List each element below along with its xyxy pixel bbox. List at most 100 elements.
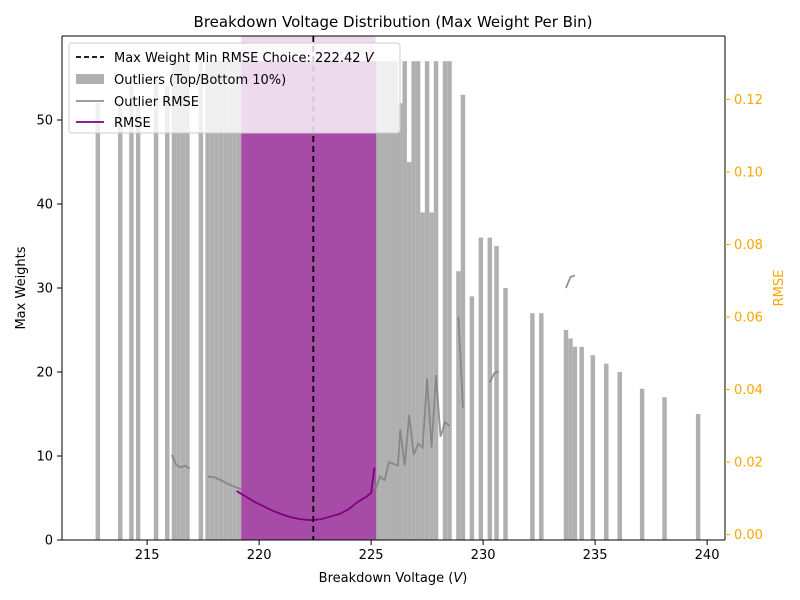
main-bar (339, 61, 345, 540)
outlier-bar (384, 61, 390, 540)
outlier-bar (227, 61, 233, 540)
main-bar (272, 61, 278, 540)
main-bar (303, 61, 309, 540)
outlier-bar (180, 61, 186, 540)
main-bar (371, 61, 377, 540)
main-bar (241, 61, 247, 540)
outlier-bar (402, 61, 407, 540)
outlier-rmse-line (457, 316, 464, 408)
main-bar (250, 61, 256, 540)
main-bar (335, 61, 341, 540)
outlier-bar (487, 237, 493, 540)
outlier-bar (153, 78, 159, 540)
outlier-bar (218, 61, 224, 540)
outlier-bar (494, 246, 499, 540)
main-bar (299, 61, 305, 540)
right-y-axis-label: RMSE (772, 270, 787, 307)
outlier-bar (214, 61, 219, 540)
y-tick-label: 40 (36, 198, 53, 213)
main-bar (281, 61, 287, 540)
outlier-bar (568, 338, 573, 540)
legend-outlier-bars-swatch (76, 74, 104, 84)
outlier-bar (389, 61, 394, 540)
outlier-bar (406, 162, 412, 540)
outlier-bar (563, 330, 569, 540)
legend: Max Weight Min RMSE Choice: 222.42 V Out… (68, 42, 401, 134)
main-bar (259, 61, 265, 540)
right-y-tick-label: 0.04 (734, 383, 763, 398)
right-y-tick-label: 0.06 (734, 311, 763, 326)
outlier-rmse-line (489, 370, 500, 383)
right-y-tick-label: 0.12 (734, 93, 763, 108)
right-y-tick-label: 0.10 (734, 165, 763, 180)
outlier-bar (375, 61, 381, 540)
x-tick-label: 240 (695, 548, 720, 563)
x-tick-label: 215 (135, 548, 160, 563)
y-tick-label: 10 (36, 450, 53, 465)
outlier-bar (503, 288, 508, 540)
outlier-bar (424, 61, 430, 540)
outlier-bar (447, 61, 452, 540)
legend-outlier-bars-label: Outliers (Top/Bottom 10%) (114, 73, 286, 88)
main-bar (366, 61, 372, 540)
outlier-bar (135, 103, 141, 540)
y-tick-label: 0 (45, 534, 53, 549)
outlier-bar (209, 61, 215, 540)
main-bar (312, 61, 318, 540)
main-bar (362, 61, 368, 540)
legend-rmse-label: RMSE (114, 116, 151, 131)
x-tick-label: 220 (247, 548, 272, 563)
main-bar (263, 61, 269, 540)
y-tick-label: 20 (36, 366, 53, 381)
right-y-tick-label: 0.00 (734, 528, 763, 543)
main-bar (277, 61, 283, 540)
outlier-rmse-line (207, 475, 242, 491)
outlier-bar (456, 271, 461, 540)
main-bar (285, 61, 292, 540)
x-axis-label: Breakdown Voltage (V) (319, 571, 468, 586)
x-tick-label: 230 (471, 548, 496, 563)
legend-choice-line-label: Max Weight Min RMSE Choice: 222.42 V (114, 51, 375, 66)
main-bar (245, 61, 251, 540)
main-bar (344, 61, 350, 540)
main-bar (308, 61, 314, 540)
outlier-bar (232, 61, 237, 540)
outlier-bar (223, 61, 228, 540)
outlier-bar (185, 61, 190, 540)
outlier-bar (617, 372, 622, 540)
outlier-bar (415, 61, 421, 540)
outlier-bar (198, 61, 204, 540)
outlier-bar (393, 61, 398, 540)
outlier-bar (95, 103, 101, 540)
outlier-bar (236, 61, 242, 540)
y-tick-label: 30 (36, 282, 53, 297)
outlier-rmse-line (170, 454, 191, 470)
outlier-bar (460, 94, 466, 541)
main-bar (294, 61, 301, 540)
x-tick-label: 225 (359, 548, 384, 563)
outlier-bar (429, 212, 434, 540)
rmse-line (236, 467, 376, 521)
outlier-bar (579, 346, 584, 540)
x-tick-label: 235 (583, 548, 608, 563)
main-bar (326, 61, 332, 540)
chart-title: Breakdown Voltage Distribution (Max Weig… (194, 13, 593, 31)
outlier-bar (442, 61, 448, 540)
outlier-bar (604, 363, 609, 540)
outlier-bar (478, 237, 484, 540)
main-bar (254, 61, 260, 540)
outlier-bar (530, 313, 535, 540)
outlier-bar (695, 414, 701, 540)
main-bar (290, 61, 296, 540)
outlier-bar (165, 86, 170, 541)
y-axis-label: Max Weights (14, 246, 29, 329)
outlier-bar (433, 61, 439, 540)
outlier-bar (662, 397, 667, 540)
main-bar (353, 61, 359, 540)
legend-frame (68, 42, 401, 134)
axis-ticks: 215 220 225 230 235 240 0 10 20 30 40 50 0.00 0.02 0.0… (36, 93, 763, 563)
outlier-rmse-line (565, 274, 576, 289)
outlier-bar (420, 212, 425, 540)
outlier-bar (380, 61, 385, 540)
